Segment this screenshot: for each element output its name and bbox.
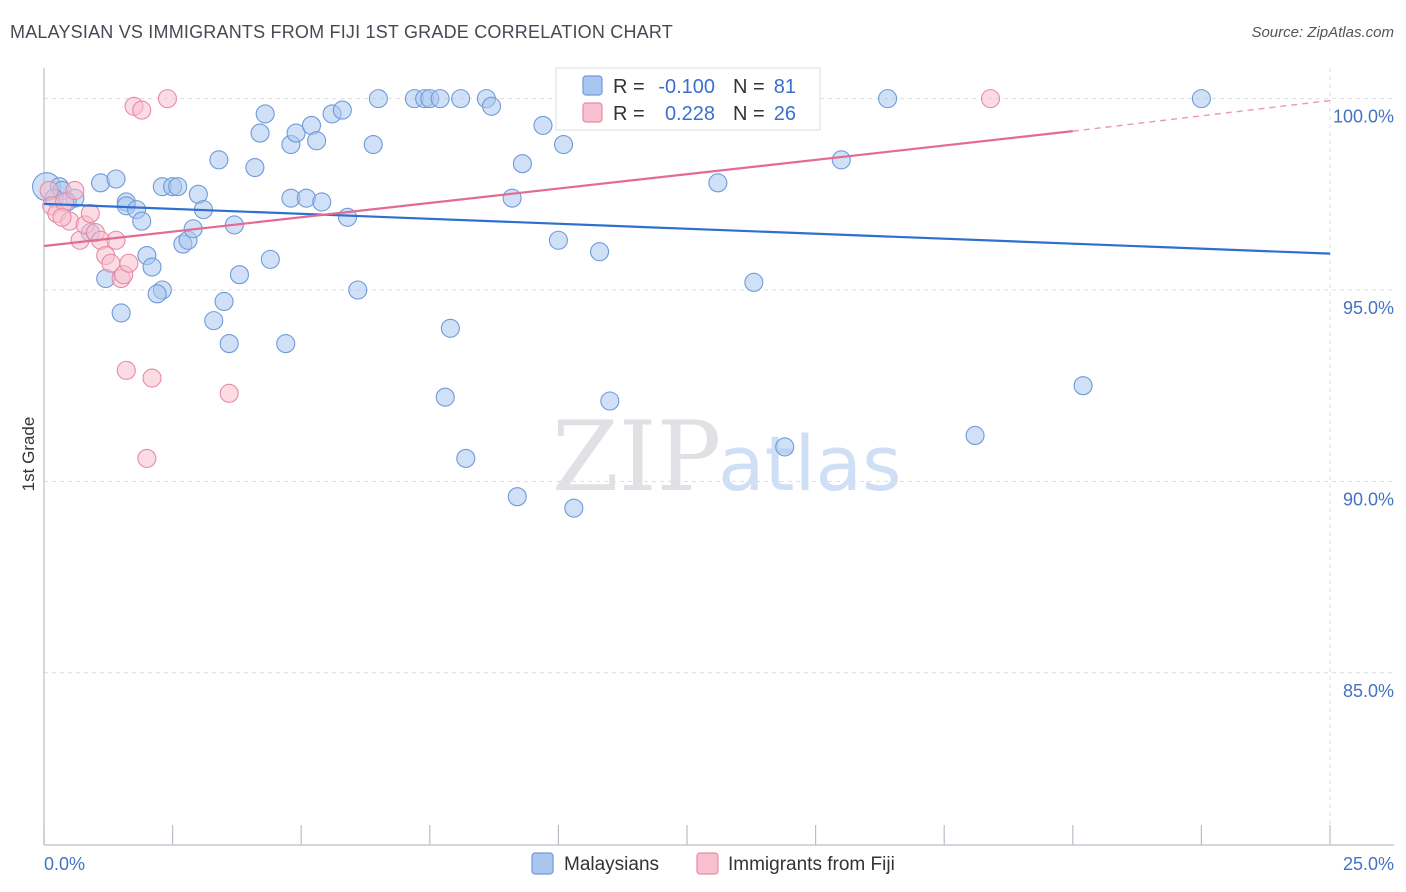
malaysians-point — [548, 230, 568, 250]
malaysians-trend-line — [43, 202, 1331, 255]
malaysians-point — [111, 303, 131, 323]
legend-n-label-1: N = — [733, 76, 765, 98]
malaysians-point — [435, 387, 455, 407]
malaysians-point — [744, 272, 764, 292]
fiji-point — [157, 89, 178, 109]
malaysians-point — [590, 242, 610, 262]
malaysians-point — [440, 318, 460, 338]
legend-r-value-2: 0.228 — [665, 103, 715, 125]
malaysians-point — [348, 280, 368, 300]
legend-malaysians-label: Malaysians — [564, 854, 659, 875]
malaysians-point — [106, 169, 126, 189]
malaysians-point — [775, 437, 795, 457]
fiji-point — [219, 383, 239, 403]
malaysians-point — [831, 150, 851, 170]
fiji-point — [119, 253, 139, 273]
malaysians-point — [363, 135, 383, 155]
malaysians-point — [600, 391, 620, 411]
fiji-point — [980, 89, 1001, 109]
malaysians-point — [564, 498, 584, 518]
malaysians-point — [214, 291, 234, 312]
series-legend: Malaysians Immigrants from Fiji — [531, 852, 895, 875]
malaysians-point — [147, 284, 167, 304]
malaysians-point — [132, 211, 152, 231]
trend-lines — [43, 99, 1331, 255]
malaysians-point — [142, 257, 162, 277]
y-tick-label: 85.0% — [1343, 681, 1394, 701]
legend-r-value-1: -0.100 — [658, 76, 715, 98]
malaysians-point — [512, 154, 532, 174]
malaysians-point — [209, 150, 229, 170]
x-tick-max: 25.0% — [1343, 854, 1394, 874]
malaysians-point — [502, 188, 522, 208]
y-axis-label: 1st Grade — [19, 417, 38, 492]
y-tick-label: 95.0% — [1343, 298, 1394, 318]
malaysians-point — [430, 89, 450, 109]
legend-n-value-2: 26 — [774, 103, 796, 125]
legend-r-label-1: R = — [613, 76, 645, 98]
malaysians-point — [219, 334, 239, 354]
legend-n-value-1: 81 — [774, 76, 796, 98]
malaysians-point — [276, 334, 296, 354]
legend-fiji-label: Immigrants from Fiji — [728, 854, 895, 875]
malaysians-point — [456, 448, 476, 468]
correlation-legend: R = -0.100 N = 81 R = 0.228 N = 26 — [555, 67, 821, 131]
y-tick-label: 100.0% — [1333, 107, 1394, 127]
x-tick-min: 0.0% — [44, 854, 85, 874]
malaysians-point — [553, 135, 574, 155]
watermark-zip: ZIP — [552, 401, 721, 513]
malaysians-point — [368, 89, 388, 109]
malaysians-point — [245, 157, 265, 178]
malaysians-point — [533, 115, 553, 135]
malaysians-point — [260, 249, 280, 269]
y-tick-labels: 100.0% 95.0% 90.0% 85.0% — [1333, 107, 1394, 701]
fiji-point — [65, 180, 85, 201]
malaysians-point — [307, 131, 327, 151]
y-tick-label: 90.0% — [1343, 489, 1394, 509]
fiji-trend-line — [43, 130, 1073, 248]
malaysians-point — [229, 265, 250, 285]
fiji-point — [106, 230, 126, 250]
fiji-point — [52, 207, 72, 227]
fiji-point — [137, 448, 157, 468]
legend-swatch-pink — [582, 102, 603, 123]
legend-n-label-2: N = — [733, 103, 765, 125]
fiji-point — [80, 203, 100, 223]
malaysians-point — [204, 311, 224, 331]
malaysians-point — [1191, 89, 1211, 109]
legend-malaysians-swatch — [531, 852, 554, 875]
malaysians-point — [507, 487, 527, 507]
source-credit: Source: ZipAtlas.com — [1251, 24, 1394, 41]
chart-title: MALAYSIAN VS IMMIGRANTS FROM FIJI 1ST GR… — [10, 22, 673, 42]
malaysians-point — [168, 177, 188, 197]
malaysians-point — [286, 123, 306, 143]
watermark-atlas: atlas — [718, 419, 902, 508]
malaysians-point — [312, 192, 332, 212]
fiji-points — [39, 89, 1001, 468]
malaysians-point — [250, 123, 270, 143]
malaysians-point — [878, 89, 898, 109]
fiji-point — [142, 368, 162, 388]
malaysians-point — [1073, 376, 1093, 396]
malaysians-point — [255, 104, 275, 124]
malaysians-point — [481, 96, 502, 116]
legend-r-label-2: R = — [613, 103, 645, 125]
fiji-point — [116, 360, 136, 380]
legend-swatch-blue — [582, 75, 603, 96]
malaysians-point — [451, 89, 471, 109]
legend-fiji-swatch — [696, 852, 719, 875]
malaysians-point — [332, 100, 352, 120]
malaysians-point — [708, 173, 728, 193]
fiji-point — [132, 100, 152, 120]
malaysians-point — [965, 425, 985, 445]
